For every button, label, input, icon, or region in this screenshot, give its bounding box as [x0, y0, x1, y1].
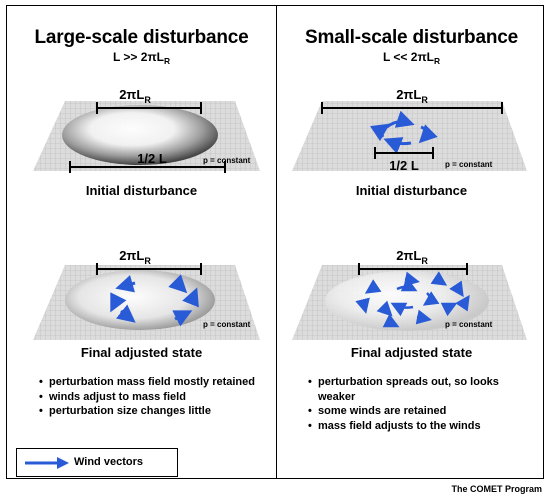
large-initial-caption: Initial disturbance [85, 183, 198, 198]
list-item: winds adjust to mass field [39, 390, 264, 405]
list-item: perturbation mass field mostly retained [39, 375, 264, 390]
small-initial-scale-label: 2πLR [396, 87, 428, 105]
small-final-caption: Final adjusted state [350, 345, 473, 360]
list-item: perturbation size changes little [39, 404, 264, 419]
small-final-scale-label: 2πLR [396, 248, 428, 266]
wind-vector-legend: Wind vectors [16, 448, 178, 477]
small-initial-half-label: 1/2 L [389, 158, 419, 173]
large-final-scale-label: 2πLR [119, 248, 151, 266]
legend-label: Wind vectors [74, 456, 143, 468]
large-scale-final-surface: 2πLR p = constant [33, 248, 260, 340]
large-final-pressure-label: p = constant [203, 320, 251, 329]
column-divider [276, 5, 277, 479]
figure-frame [6, 5, 544, 479]
large-final-caption: Final adjusted state [80, 345, 203, 360]
list-item: perturbation spreads out, so looks weake… [308, 375, 536, 404]
small-final-pressure-label: p = constant [445, 320, 493, 329]
small-scale-initial-surface: 2πLR 1/2 L p = constant [292, 87, 527, 173]
list-item: mass field adjusts to the winds [308, 419, 536, 434]
small-scale-column: Small-scale disturbance L << 2πLR 2πLR 1… [277, 5, 546, 479]
large-initial-pressure-label: p = constant [203, 156, 251, 165]
blue-arrow-icon [25, 457, 69, 469]
large-scale-title: Large-scale disturbance [34, 27, 249, 48]
list-item: some winds are retained [308, 404, 536, 419]
small-initial-pressure-label: p = constant [445, 160, 493, 169]
credit-text: The COMET Program [451, 484, 542, 494]
small-scale-subtitle: L << 2πLR [382, 50, 441, 66]
small-scale-final-surface: 2πLR p = constant [292, 248, 527, 340]
large-initial-scale-label: 2πLR [119, 87, 151, 105]
large-scale-initial-surface: 2πLR 1/2 L p = constant [33, 87, 260, 173]
large-scale-column: Large-scale disturbance L >> 2πLR 2πLR 1… [7, 5, 276, 479]
large-initial-half-label: 1/2 L [137, 151, 167, 166]
small-scale-bullets: perturbation spreads out, so looks weake… [308, 375, 536, 433]
small-scale-title: Small-scale disturbance [305, 27, 518, 48]
small-initial-caption: Initial disturbance [355, 183, 468, 198]
large-scale-subtitle: L >> 2πLR [112, 50, 171, 66]
large-scale-bullets: perturbation mass field mostly retained … [39, 375, 264, 419]
